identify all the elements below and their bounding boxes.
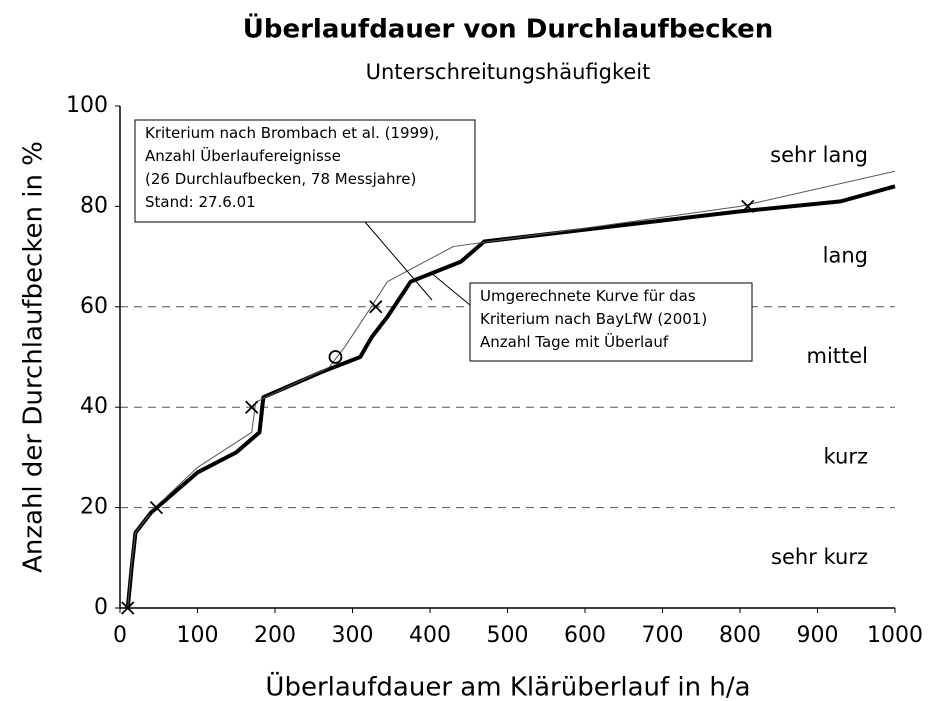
marker-cross	[149, 500, 164, 515]
annotation-text: Anzahl Tage mit Überlauf	[480, 332, 669, 351]
chart-title: Überlaufdauer von Durchlaufbecken	[243, 12, 774, 45]
y-tick-label: 0	[94, 595, 108, 620]
x-tick-label: 300	[332, 623, 374, 648]
annotation-text: Kriterium nach Brombach et al. (1999),	[145, 124, 439, 142]
leader-line	[429, 271, 471, 306]
annotation-text: Umgerechnete Kurve für das	[480, 287, 696, 305]
zone-label: kurz	[824, 444, 868, 468]
x-tick-label: 800	[719, 623, 761, 648]
annotation-text: Stand: 27.6.01	[145, 193, 256, 211]
annotation-text: (26 Durchlaufbecken, 78 Messjahre)	[145, 170, 416, 188]
annotation-box	[134, 119, 476, 223]
x-tick-label: 100	[177, 623, 219, 648]
marker-cross	[369, 300, 383, 314]
annotation-text: Kriterium nach BayLfW (2001)	[480, 310, 707, 328]
y-tick-label: 20	[80, 495, 108, 520]
x-tick-label: 500	[487, 623, 529, 648]
y-tick-label: 100	[66, 93, 108, 118]
data-line	[127, 170, 896, 609]
x-tick-label: 0	[113, 623, 127, 648]
x-tick-label: 1000	[867, 623, 923, 648]
zone-label: sehr kurz	[771, 545, 868, 569]
y-tick-label: 80	[80, 193, 108, 218]
y-axis-label: Anzahl der Durchlaufbecken in %	[19, 141, 49, 573]
chart-subtitle: Unterschreitungshäufigkeit	[366, 60, 651, 84]
zone-label: mittel	[806, 344, 868, 368]
x-tick-label: 900	[797, 623, 839, 648]
marker-cross	[245, 400, 259, 414]
x-tick-label: 600	[564, 623, 606, 648]
x-tick-label: 400	[409, 623, 451, 648]
annotation-text: Anzahl Überlaufereignisse	[145, 146, 341, 165]
y-tick-label: 60	[80, 294, 108, 319]
x-axis-label: Überlaufdauer am Klärüberlauf in h/a	[265, 671, 750, 701]
zone-label: lang	[823, 244, 868, 268]
annotation-box	[469, 282, 753, 362]
leader-line	[364, 221, 433, 301]
y-tick-label: 40	[80, 394, 108, 419]
marker-cross	[121, 601, 135, 615]
marker-circle	[328, 350, 343, 364]
x-tick-label: 700	[642, 623, 684, 648]
marker-cross	[741, 199, 755, 214]
zone-label: sehr lang	[770, 143, 868, 167]
x-tick-label: 200	[254, 623, 296, 648]
